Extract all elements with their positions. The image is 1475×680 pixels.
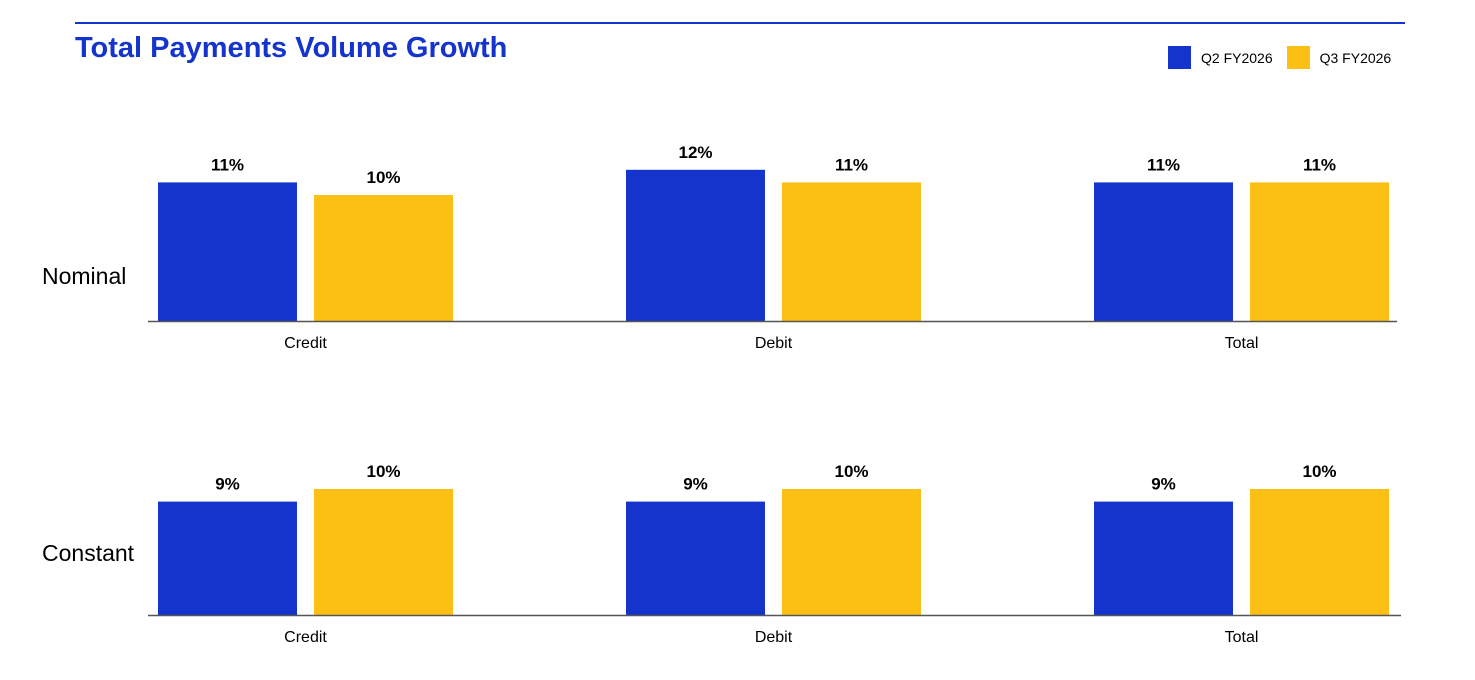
page-title: Total Payments Volume Growth	[75, 32, 508, 64]
bar-constant-credit-q2-fy2026	[158, 501, 297, 615]
value-label-nominal-total-q3-fy2026: 11%	[1303, 155, 1336, 174]
value-label-nominal-credit-q3-fy2026: 10%	[366, 168, 400, 187]
value-label-nominal-debit-q3-fy2026: 11%	[835, 155, 868, 174]
bar-constant-credit-q3-fy2026	[314, 489, 453, 615]
category-label-constant-debit: Debit	[755, 629, 793, 646]
row-label-constant: Constant	[42, 540, 135, 566]
legend-swatch-q3	[1286, 46, 1310, 69]
category-label-constant-credit: Credit	[284, 629, 327, 646]
bar-nominal-total-q3-fy2026	[1250, 182, 1389, 321]
value-label-constant-credit-q3-fy2026: 10%	[366, 462, 400, 481]
legend: Q2 FY2026 Q3 FY2026	[1168, 46, 1391, 69]
bar-constant-debit-q3-fy2026	[782, 489, 921, 615]
category-label-nominal-credit: Credit	[284, 335, 327, 352]
value-label-nominal-credit-q2-fy2026: 11%	[211, 155, 244, 174]
value-label-constant-total-q2-fy2026: 9%	[1151, 475, 1176, 494]
bar-nominal-credit-q2-fy2026	[158, 182, 297, 321]
category-label-nominal-total: Total	[1225, 335, 1259, 352]
legend-label-q3: Q3 FY2026	[1319, 49, 1392, 66]
bar-nominal-debit-q3-fy2026	[782, 182, 921, 321]
value-label-constant-debit-q3-fy2026: 10%	[834, 462, 868, 481]
legend-label-q2: Q2 FY2026	[1201, 49, 1273, 66]
legend-item-q3: Q3 FY2026	[1286, 46, 1392, 69]
value-label-constant-debit-q2-fy2026: 9%	[683, 475, 708, 494]
category-label-nominal-debit: Debit	[755, 335, 793, 352]
title-rule	[75, 22, 1405, 24]
bar-constant-total-q3-fy2026	[1250, 489, 1389, 615]
row-label-nominal: Nominal	[42, 263, 127, 289]
value-label-nominal-total-q2-fy2026: 11%	[1147, 155, 1180, 174]
bar-nominal-credit-q3-fy2026	[314, 195, 453, 321]
bar-nominal-debit-q2-fy2026	[626, 169, 765, 321]
category-label-constant-total: Total	[1225, 629, 1259, 646]
value-label-constant-credit-q2-fy2026: 9%	[215, 475, 240, 494]
bar-nominal-total-q2-fy2026	[1094, 182, 1233, 321]
legend-item-q2: Q2 FY2026	[1168, 46, 1273, 69]
bar-constant-total-q2-fy2026	[1094, 501, 1233, 615]
legend-swatch-q2	[1168, 46, 1191, 69]
bar-constant-debit-q2-fy2026	[626, 501, 765, 615]
value-label-nominal-debit-q2-fy2026: 12%	[678, 143, 712, 162]
value-label-constant-total-q3-fy2026: 10%	[1302, 462, 1336, 481]
